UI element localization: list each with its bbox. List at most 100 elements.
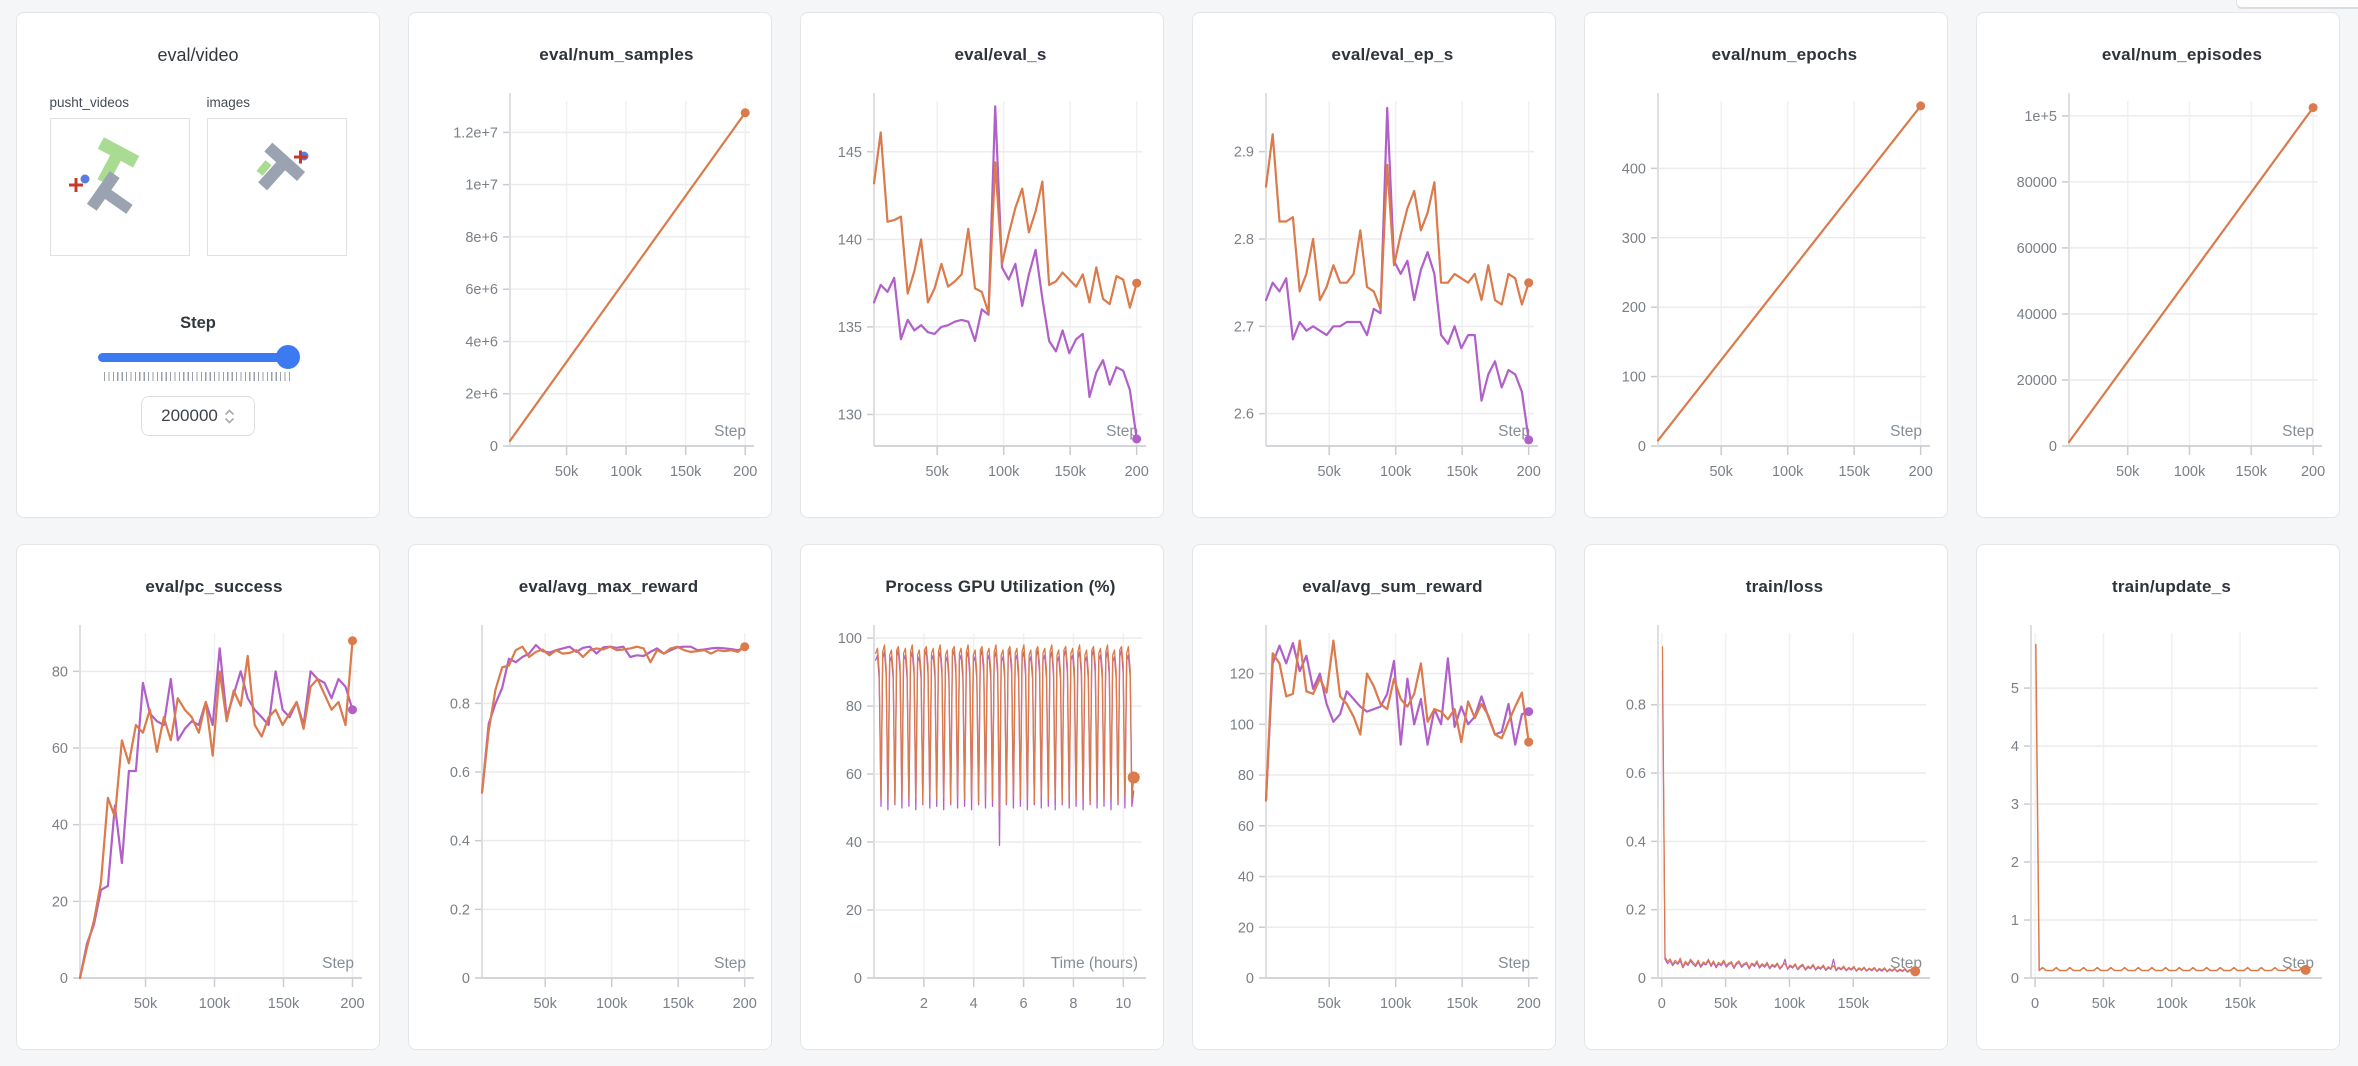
svg-text:2.6: 2.6 bbox=[1234, 407, 1254, 423]
last-point-dot bbox=[1524, 278, 1534, 288]
panel-eval-num-episodes: eval/num_episodes 0 20000 40000 60000 80000 1e… bbox=[1976, 12, 2340, 518]
svg-text:200: 200 bbox=[2301, 464, 2325, 480]
svg-text:100k: 100k bbox=[1380, 996, 1412, 1012]
chart-plot[interactable]: 0 0.2 0.4 0.6 0.8 50k 100k 150k 200 Step bbox=[414, 613, 766, 1033]
chart-title: eval/pc_success bbox=[145, 577, 283, 596]
svg-text:0.4: 0.4 bbox=[450, 834, 470, 850]
svg-text:Time (hours): Time (hours) bbox=[1051, 955, 1138, 972]
video-thumbnails-row: pusht_videos bbox=[17, 95, 379, 256]
svg-text:Step: Step bbox=[714, 423, 746, 440]
svg-text:6: 6 bbox=[1020, 996, 1028, 1012]
green-t-shape bbox=[96, 137, 139, 185]
svg-text:200: 200 bbox=[1517, 464, 1541, 480]
svg-text:100k: 100k bbox=[596, 996, 628, 1012]
svg-text:50k: 50k bbox=[1714, 996, 1738, 1012]
last-point-dot bbox=[740, 642, 750, 652]
svg-text:10: 10 bbox=[1115, 996, 1131, 1012]
svg-text:0: 0 bbox=[60, 971, 68, 987]
chevron-down-icon[interactable] bbox=[224, 417, 235, 424]
chart-title: eval/avg_max_reward bbox=[518, 577, 699, 596]
svg-text:200: 200 bbox=[1517, 996, 1541, 1012]
panel-eval-video: eval/video pusht_videos bbox=[16, 12, 380, 518]
chart-title: eval/eval_ep_s bbox=[1331, 45, 1454, 64]
chart-title: eval/num_epochs bbox=[1711, 45, 1858, 64]
svg-text:0: 0 bbox=[854, 971, 862, 987]
svg-text:100k: 100k bbox=[2156, 996, 2188, 1012]
chart-plot[interactable]: 0 20 40 60 80 100 120 50k 100k 150k 200 Step bbox=[1198, 613, 1550, 1033]
svg-text:Step: Step bbox=[1106, 423, 1138, 440]
svg-text:40: 40 bbox=[846, 835, 862, 851]
last-point-dot bbox=[1132, 278, 1142, 288]
cropped-toolbar-edge bbox=[2236, 0, 2358, 9]
slider-track[interactable] bbox=[98, 353, 298, 362]
svg-text:150k: 150k bbox=[1838, 996, 1870, 1012]
svg-text:20: 20 bbox=[846, 903, 862, 919]
svg-text:2.8: 2.8 bbox=[1234, 232, 1254, 248]
svg-text:200: 200 bbox=[733, 464, 757, 480]
svg-text:100k: 100k bbox=[1772, 464, 1804, 480]
panel-eval-num-epochs: eval/num_epochs 0 100 200 300 400 50k 100k 150k 2… bbox=[1584, 12, 1948, 518]
last-point-dot bbox=[348, 705, 357, 715]
chart-plot[interactable]: 0 2e+6 4e+6 6e+6 8e+6 1e+7 1.2e+7 50k 100k 150k 20… bbox=[414, 81, 766, 501]
svg-text:0.4: 0.4 bbox=[1626, 834, 1646, 850]
svg-text:80: 80 bbox=[1238, 768, 1254, 784]
chart-plot[interactable]: 0 100 200 300 400 50k 100k 150k 200 Step bbox=[1590, 81, 1942, 501]
svg-text:40: 40 bbox=[52, 818, 68, 834]
chart-plot[interactable]: 130 135 140 145 50k 100k 150k 200 Step bbox=[806, 81, 1158, 501]
chart-title: eval/num_samples bbox=[539, 45, 694, 64]
svg-text:Step: Step bbox=[714, 955, 746, 972]
goal-cross bbox=[68, 178, 83, 192]
chart-plot[interactable]: 0 20 40 60 80 50k 100k 150k 200 Step bbox=[22, 613, 374, 1033]
step-input-value: 200000 bbox=[161, 406, 218, 425]
pusht-video-frame-image bbox=[68, 137, 139, 214]
svg-text:200: 200 bbox=[340, 996, 364, 1012]
svg-text:100k: 100k bbox=[2174, 464, 2206, 480]
svg-text:135: 135 bbox=[838, 320, 862, 336]
stepper-arrows[interactable] bbox=[224, 408, 235, 424]
svg-text:0: 0 bbox=[1638, 439, 1646, 455]
video-thumbnail-images[interactable] bbox=[206, 118, 347, 256]
svg-text:0: 0 bbox=[1658, 996, 1666, 1012]
chart-title: eval/num_episodes bbox=[2101, 45, 2263, 64]
svg-text:200: 200 bbox=[1622, 300, 1646, 316]
svg-text:0.6: 0.6 bbox=[1626, 766, 1646, 782]
chart-plot[interactable]: 0 20000 40000 60000 80000 1e+5 50k 100k 150k 200 S… bbox=[1982, 81, 2334, 501]
svg-text:50k: 50k bbox=[2092, 996, 2116, 1012]
chart-plot[interactable]: 0 20 40 60 80 100 2 4 6 8 10 Time (hours) bbox=[806, 613, 1158, 1033]
last-point-dot bbox=[1916, 101, 1926, 111]
panel-eval-num-samples: eval/num_samples 0 2e+6 4e+6 6e+6 8e+6 1e+7 1.2… bbox=[408, 12, 772, 518]
svg-text:0: 0 bbox=[2031, 996, 2039, 1012]
video-thumbnail-pusht-videos[interactable] bbox=[49, 118, 190, 256]
slider-tick-ruler bbox=[104, 372, 292, 381]
slider-thumb[interactable] bbox=[276, 345, 300, 369]
svg-text:0: 0 bbox=[462, 971, 470, 987]
svg-text:60: 60 bbox=[52, 741, 68, 757]
svg-text:0: 0 bbox=[1246, 971, 1254, 987]
svg-text:50k: 50k bbox=[925, 464, 949, 480]
step-slider-label: Step bbox=[180, 314, 216, 332]
video-label-images: images bbox=[206, 95, 251, 110]
svg-text:2: 2 bbox=[2011, 855, 2019, 871]
step-input[interactable]: 200000 bbox=[141, 396, 255, 436]
last-point-dot bbox=[2300, 964, 2311, 975]
svg-text:40: 40 bbox=[1238, 870, 1254, 886]
svg-text:150k: 150k bbox=[1446, 464, 1478, 480]
svg-text:1e+5: 1e+5 bbox=[2024, 109, 2057, 125]
svg-text:8e+6: 8e+6 bbox=[465, 230, 498, 246]
chevron-up-icon[interactable] bbox=[224, 408, 235, 416]
goal-cross bbox=[293, 150, 307, 164]
svg-text:20000: 20000 bbox=[2017, 373, 2057, 389]
svg-text:Step: Step bbox=[1890, 423, 1922, 440]
svg-text:200: 200 bbox=[1125, 464, 1149, 480]
step-slider[interactable] bbox=[98, 345, 300, 369]
svg-text:100k: 100k bbox=[610, 464, 642, 480]
svg-text:50k: 50k bbox=[555, 464, 579, 480]
chart-title: eval/eval_s bbox=[954, 45, 1047, 64]
chart-plot[interactable]: 2.6 2.7 2.8 2.9 50k 100k 150k 200 Step bbox=[1198, 81, 1550, 501]
panel-eval-avg-sum-reward: eval/avg_sum_reward 0 20 40 60 80 100 120 50k 100… bbox=[1192, 544, 1556, 1050]
svg-text:0.2: 0.2 bbox=[1626, 903, 1646, 919]
svg-text:200: 200 bbox=[1909, 464, 1933, 480]
svg-text:50k: 50k bbox=[1317, 996, 1341, 1012]
